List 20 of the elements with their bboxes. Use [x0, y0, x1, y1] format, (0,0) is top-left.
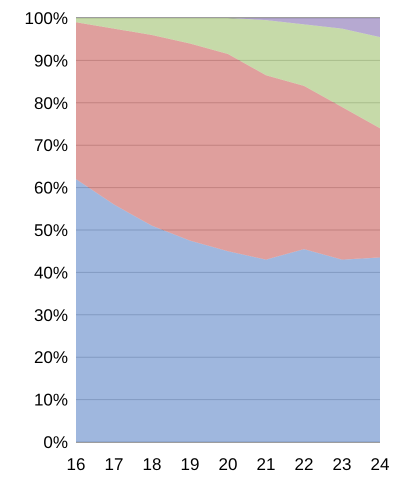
y-tick-label: 20%	[34, 348, 68, 368]
y-tick-label: 90%	[34, 51, 68, 70]
y-tick-label: 50%	[34, 221, 68, 240]
x-tick-label: 21	[256, 455, 276, 474]
x-tick-label: 17	[104, 455, 124, 474]
x-tick-label: 22	[294, 455, 314, 474]
y-tick-label: 10%	[34, 390, 68, 410]
x-tick-label: 16	[66, 455, 86, 474]
x-tick-label: 23	[332, 455, 352, 474]
x-tick-label: 18	[142, 455, 162, 474]
y-tick-label: 40%	[34, 263, 68, 282]
y-tick-label: 60%	[34, 178, 68, 198]
y-tick-label: 100%	[24, 9, 68, 28]
y-tick-label: 30%	[34, 306, 68, 325]
y-tick-label: 80%	[34, 94, 68, 113]
y-tick-label: 70%	[34, 136, 68, 156]
x-tick-label: 20	[218, 455, 238, 474]
x-tick-label: 24	[370, 455, 390, 474]
x-tick-label: 19	[180, 455, 200, 474]
y-tick-label: 0%	[43, 433, 68, 452]
